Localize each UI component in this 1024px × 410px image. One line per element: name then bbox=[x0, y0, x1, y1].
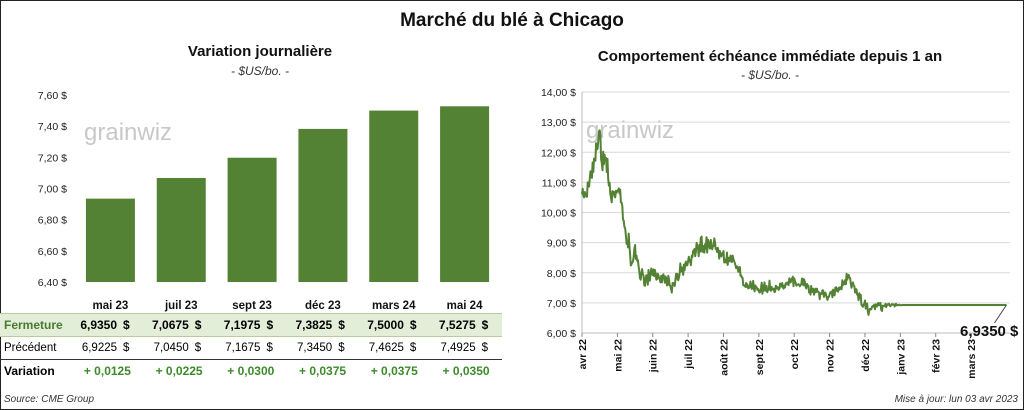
table-cell: + 0,0300 bbox=[214, 359, 287, 382]
currency-cell: $ bbox=[338, 342, 345, 354]
last-value-label: 6,9350 $ bbox=[960, 323, 1019, 340]
y-tick-label: 6,60 $ bbox=[38, 246, 67, 258]
y-tick-label: 9,00 $ bbox=[547, 238, 576, 250]
source-note: Source: CME Group bbox=[4, 394, 95, 405]
table-cell: 7,3825 bbox=[286, 313, 333, 337]
last-value-leader bbox=[994, 304, 1007, 324]
y-tick-label: 10,00 $ bbox=[541, 208, 576, 220]
line-chart-title: Comportement échéance immédiate depuis 1… bbox=[597, 48, 943, 65]
y-tick-label: 7,00 $ bbox=[38, 184, 67, 196]
table-cell: 7,0450 bbox=[153, 342, 189, 354]
bar-chart: 6,40 $ 6,60 $ 6,80 $ 7,00 $ 7,20 $ 7,40 $ 7,60… bbox=[38, 90, 490, 312]
table-cell: + 0,0225 bbox=[143, 359, 215, 382]
line-chart-unit: - $US/bo. - bbox=[740, 68, 800, 82]
table-cell: 7,5000 bbox=[358, 313, 404, 337]
x-tick-label: sept 22 bbox=[754, 339, 766, 375]
x-tick-label: déc 23 bbox=[305, 300, 341, 312]
x-tick-label: juin 22 bbox=[648, 339, 660, 373]
x-tick-label: juil 22 bbox=[683, 339, 695, 370]
x-tick-label: mars 23 bbox=[966, 339, 978, 379]
table-cell: 7,1675 bbox=[225, 342, 261, 354]
x-tick-label: nov 22 bbox=[825, 339, 837, 372]
table-row-fermeture: Fermeture 6,9350 $ 7,0675 $ 7,1975 $ 7,3… bbox=[0, 313, 502, 337]
row-label: Variation bbox=[0, 359, 72, 382]
x-tick-label: sept 23 bbox=[232, 300, 272, 312]
bar bbox=[85, 198, 135, 282]
bar bbox=[227, 157, 277, 282]
currency-cell: $ bbox=[475, 313, 502, 337]
x-tick-label: mai 24 bbox=[447, 300, 483, 312]
table-cell: 7,0675 bbox=[143, 313, 189, 337]
currency-cell: $ bbox=[409, 342, 417, 354]
table-cell: 7,1975 bbox=[214, 313, 261, 337]
table-cell: 7,4625 bbox=[368, 342, 404, 354]
currency-cell: $ bbox=[260, 313, 287, 337]
bar bbox=[156, 177, 206, 282]
table-cell: 6,9350 bbox=[71, 313, 118, 337]
x-tick-label: janv 23 bbox=[895, 339, 907, 376]
bar bbox=[369, 110, 419, 282]
x-tick-label: mai 22 bbox=[612, 339, 624, 372]
y-tick-label: 6,80 $ bbox=[38, 215, 67, 227]
y-tick-label: 13,00 $ bbox=[541, 117, 576, 129]
currency-cell: $ bbox=[194, 342, 202, 354]
currency-cell: $ bbox=[117, 313, 144, 337]
y-tick-label: 8,00 $ bbox=[547, 268, 576, 280]
row-label: Précédent bbox=[4, 342, 57, 354]
price-line bbox=[581, 129, 1007, 316]
table-cell: 7,5275 bbox=[430, 313, 476, 337]
y-tick-label: 12,00 $ bbox=[541, 147, 576, 159]
row-label: Fermeture bbox=[0, 313, 72, 337]
y-tick-label: 7,00 $ bbox=[547, 298, 576, 310]
table-cell: + 0,0375 bbox=[358, 359, 431, 382]
bar bbox=[440, 106, 490, 283]
currency-cell: $ bbox=[188, 313, 215, 337]
x-tick-label: mars 24 bbox=[372, 300, 416, 312]
y-tick-label: 14,00 $ bbox=[541, 87, 576, 99]
bar-chart-unit: - $US/bo. - bbox=[230, 64, 290, 78]
x-tick-label: mai 23 bbox=[93, 300, 129, 312]
currency-cell: $ bbox=[332, 313, 359, 337]
price-table: Fermeture 6,9350 $ 7,0675 $ 7,1975 $ 7,3… bbox=[0, 313, 502, 382]
y-tick-label: 7,40 $ bbox=[38, 121, 67, 133]
bar-chart-title: Variation journalière bbox=[187, 43, 333, 60]
x-tick-label: août 22 bbox=[718, 339, 730, 376]
table-cell: 6,9225 bbox=[81, 342, 118, 354]
currency-cell: $ bbox=[403, 313, 431, 337]
table-row-precedent: Précédent 6,9225 $ 7,0450 $ 7,1675 $ 7,3… bbox=[0, 337, 502, 360]
y-tick-label: 11,00 $ bbox=[542, 177, 576, 189]
watermark: grainwiz bbox=[84, 119, 172, 146]
table-cell: 7,4925 bbox=[440, 342, 476, 354]
x-tick-label: avr 22 bbox=[577, 339, 589, 370]
currency-cell: $ bbox=[266, 342, 273, 354]
update-note: Mise à jour: lun 03 avr 2023 bbox=[894, 394, 1018, 405]
x-tick-label: oct 22 bbox=[789, 339, 801, 370]
bar bbox=[298, 128, 348, 282]
table-cell: + 0,0375 bbox=[286, 359, 359, 382]
y-tick-label: 6,00 $ bbox=[547, 328, 576, 340]
table-cell: 7,3450 bbox=[297, 342, 333, 354]
table-cell: + 0,0125 bbox=[71, 359, 144, 382]
table-cell: + 0,0350 bbox=[430, 359, 502, 382]
x-tick-label: févr 23 bbox=[931, 339, 943, 373]
currency-cell: $ bbox=[123, 342, 130, 354]
y-tick-label: 7,20 $ bbox=[38, 152, 67, 164]
currency-cell: $ bbox=[481, 342, 489, 354]
x-tick-label: déc 22 bbox=[860, 339, 872, 372]
table-row-variation: Variation + 0,0125 + 0,0225 + 0,0300 + 0… bbox=[0, 359, 502, 382]
x-tick-label: juil 23 bbox=[164, 300, 198, 312]
main-title: Marché du blé à Chicago bbox=[400, 10, 624, 31]
y-tick-label: 6,40 $ bbox=[38, 277, 67, 289]
y-tick-label: 7,60 $ bbox=[38, 90, 67, 102]
